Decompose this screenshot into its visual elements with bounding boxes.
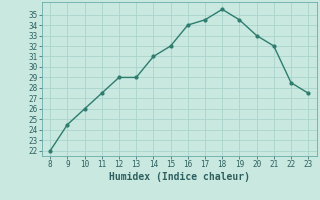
X-axis label: Humidex (Indice chaleur): Humidex (Indice chaleur) xyxy=(109,172,250,182)
